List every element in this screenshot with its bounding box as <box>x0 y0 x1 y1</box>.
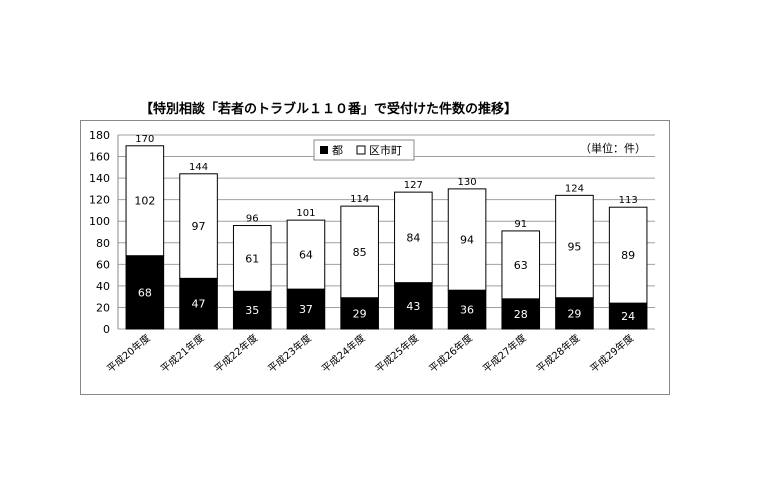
y-tick-label: 180 <box>89 129 110 142</box>
bar-tokyo <box>501 298 541 330</box>
legend-label-tokyo: 都 <box>332 144 343 157</box>
x-tick-label: 平成24年度 <box>319 331 368 375</box>
chart-title: 【特別相談「若者のトラブル１１０番」で受付けた件数の推移】 <box>140 102 518 117</box>
data-label-total: 170 <box>135 134 154 145</box>
data-label-total: 124 <box>565 183 584 194</box>
bar-municipal <box>179 173 218 279</box>
x-tick-label: 平成21年度 <box>158 331 207 375</box>
data-label-tokyo: 68 <box>138 286 152 299</box>
data-label-total: 101 <box>296 208 315 219</box>
data-label-tokyo: 24 <box>621 310 635 323</box>
bar-municipal <box>286 219 326 290</box>
data-label-total: 96 <box>246 214 259 225</box>
legend-label-municipal: 区市町 <box>369 143 402 157</box>
data-label-tokyo: 29 <box>353 307 367 320</box>
unit-note: （単位：件） <box>580 141 646 155</box>
y-tick-label: 100 <box>89 215 110 228</box>
legend-swatch-municipal <box>356 145 366 155</box>
x-tick-label: 平成22年度 <box>211 331 260 375</box>
bar-tokyo <box>608 302 648 330</box>
bars: 68 102 170 47 97 144 35 61 96 37 64 101 29 85 114 43 84 1… <box>125 134 648 330</box>
x-tick-label: 平成26年度 <box>426 331 475 375</box>
data-label-municipal: 97 <box>192 220 206 233</box>
bar-municipal <box>125 145 165 257</box>
bar-tokyo <box>447 289 487 330</box>
legend-swatch-tokyo <box>320 146 328 154</box>
data-label-total: 127 <box>404 180 423 191</box>
x-tick-label: 平成20年度 <box>104 331 153 375</box>
y-tick-label: 40 <box>96 280 110 293</box>
data-label-total: 113 <box>619 195 638 206</box>
bar-municipal <box>340 205 379 299</box>
data-label-tokyo: 43 <box>406 300 420 313</box>
data-label-total: 144 <box>189 162 208 173</box>
data-label-tokyo: 47 <box>192 298 206 311</box>
data-label-municipal: 102 <box>134 195 155 208</box>
data-label-tokyo: 35 <box>245 304 259 317</box>
bar-municipal <box>232 225 272 292</box>
data-label-total: 91 <box>514 219 527 230</box>
data-label-tokyo: 36 <box>460 304 474 317</box>
y-tick-label: 60 <box>96 258 110 271</box>
x-tick-label: 平成23年度 <box>265 331 314 375</box>
bar-municipal <box>447 188 487 291</box>
y-axis: 0 20 40 60 80 100 120 140 160 180 <box>89 129 119 336</box>
x-axis: 平成20年度 平成21年度 平成22年度 平成23年度 平成24年度 平成25年度 平成26… <box>104 331 636 375</box>
data-label-municipal: 63 <box>514 259 528 272</box>
data-label-total: 130 <box>458 177 477 188</box>
data-label-municipal: 61 <box>245 252 259 265</box>
data-label-municipal: 95 <box>567 241 581 254</box>
y-tick-label: 0 <box>103 323 110 336</box>
bar-tokyo <box>340 297 379 330</box>
x-tick-label: 平成28年度 <box>534 331 583 375</box>
data-label-municipal: 94 <box>460 234 474 247</box>
bar-tokyo <box>179 277 218 330</box>
y-tick-label: 20 <box>96 301 110 314</box>
y-tick-label: 120 <box>89 194 110 207</box>
data-label-municipal: 84 <box>406 231 420 244</box>
data-label-municipal: 85 <box>353 246 367 259</box>
bar-tokyo <box>232 290 272 330</box>
data-label-total: 114 <box>350 194 369 205</box>
data-label-tokyo: 28 <box>514 308 528 321</box>
data-label-municipal: 89 <box>621 249 635 262</box>
bar-tokyo <box>125 255 165 330</box>
x-tick-label: 平成29年度 <box>587 331 636 375</box>
bar-tokyo <box>555 297 594 330</box>
bar-municipal <box>555 194 594 299</box>
x-tick-label: 平成25年度 <box>373 331 422 375</box>
bar-municipal <box>394 191 433 284</box>
y-tick-label: 160 <box>89 151 110 164</box>
data-label-municipal: 64 <box>299 249 313 262</box>
x-tick-label: 平成27年度 <box>480 331 529 375</box>
bar-municipal <box>608 206 648 304</box>
data-label-tokyo: 29 <box>567 307 581 320</box>
data-label-tokyo: 37 <box>299 303 313 316</box>
y-tick-label: 140 <box>89 172 110 185</box>
bar-municipal <box>501 230 541 300</box>
y-tick-label: 80 <box>96 237 110 250</box>
legend: 都 区市町 <box>313 139 415 161</box>
